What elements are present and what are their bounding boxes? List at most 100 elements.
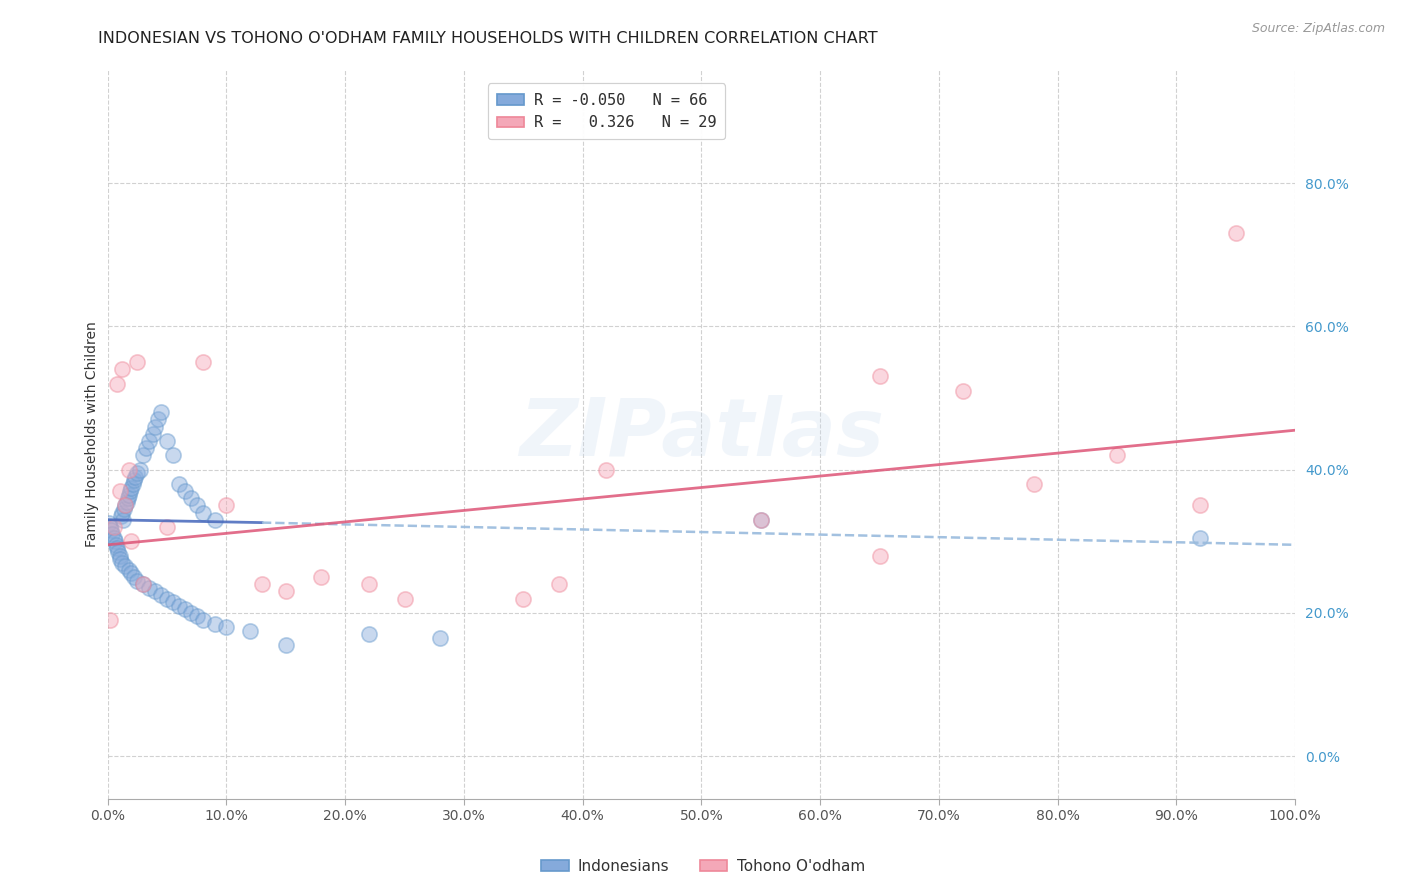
Point: [132, 577, 155, 591]
Point: [150, 405, 173, 419]
Point: [120, 481, 142, 495]
Point: [118, 462, 141, 476]
Y-axis label: Family Households with Children: Family Households with Children: [86, 321, 100, 547]
Point: [110, 509, 132, 524]
Point: [156, 520, 179, 534]
Point: [111, 362, 134, 376]
Point: [357, 577, 380, 591]
Point: [122, 474, 145, 488]
Point: [749, 513, 772, 527]
Point: [1022, 477, 1045, 491]
Point: [132, 448, 155, 462]
Point: [191, 613, 214, 627]
Point: [186, 609, 208, 624]
Point: [204, 616, 226, 631]
Point: [120, 566, 142, 581]
Point: [595, 462, 617, 476]
Point: [138, 434, 160, 448]
Point: [114, 559, 136, 574]
Point: [952, 384, 974, 398]
Point: [112, 502, 135, 516]
Point: [112, 513, 135, 527]
Point: [215, 499, 238, 513]
Point: [105, 376, 128, 391]
Point: [120, 484, 142, 499]
Point: [122, 570, 145, 584]
Point: [274, 638, 297, 652]
Point: [124, 469, 146, 483]
Point: [120, 534, 142, 549]
Point: [98, 613, 121, 627]
Point: [114, 499, 136, 513]
Point: [135, 441, 157, 455]
Point: [104, 534, 127, 549]
Point: [173, 602, 195, 616]
Point: [180, 606, 202, 620]
Point: [394, 591, 416, 606]
Point: [1225, 226, 1247, 240]
Point: [108, 484, 131, 499]
Point: [101, 527, 124, 541]
Point: [143, 419, 166, 434]
Point: [108, 552, 131, 566]
Point: [191, 506, 214, 520]
Point: [104, 538, 127, 552]
Point: [167, 599, 190, 613]
Text: ZIPatlas: ZIPatlas: [519, 395, 884, 473]
Legend: R = -0.050   N = 66, R =   0.326   N = 29: R = -0.050 N = 66, R = 0.326 N = 29: [488, 84, 725, 139]
Point: [100, 524, 122, 538]
Point: [127, 355, 149, 369]
Point: [127, 466, 149, 480]
Point: [1189, 531, 1212, 545]
Point: [162, 448, 184, 462]
Point: [548, 577, 571, 591]
Point: [108, 549, 131, 563]
Point: [105, 541, 128, 556]
Point: [274, 584, 297, 599]
Point: [114, 499, 136, 513]
Point: [512, 591, 534, 606]
Point: [749, 513, 772, 527]
Point: [103, 520, 125, 534]
Point: [1107, 448, 1129, 462]
Point: [128, 462, 150, 476]
Legend: Indonesians, Tohono O'odham: Indonesians, Tohono O'odham: [536, 853, 870, 880]
Point: [138, 581, 160, 595]
Point: [162, 595, 184, 609]
Point: [156, 591, 179, 606]
Point: [107, 545, 129, 559]
Point: [156, 434, 179, 448]
Point: [103, 531, 125, 545]
Point: [98, 520, 121, 534]
Point: [117, 491, 139, 506]
Point: [146, 412, 169, 426]
Point: [111, 556, 134, 570]
Point: [173, 484, 195, 499]
Point: [250, 577, 273, 591]
Point: [186, 499, 208, 513]
Point: [239, 624, 262, 638]
Point: [132, 577, 155, 591]
Point: [118, 488, 141, 502]
Point: [869, 549, 891, 563]
Point: [127, 574, 149, 588]
Point: [142, 426, 165, 441]
Point: [115, 495, 138, 509]
Point: [97, 516, 120, 531]
Point: [357, 627, 380, 641]
Point: [111, 506, 134, 520]
Point: [150, 588, 173, 602]
Point: [118, 563, 141, 577]
Point: [121, 477, 143, 491]
Text: Source: ZipAtlas.com: Source: ZipAtlas.com: [1251, 22, 1385, 36]
Point: [191, 355, 214, 369]
Point: [143, 584, 166, 599]
Point: [311, 570, 333, 584]
Point: [167, 477, 190, 491]
Point: [429, 631, 451, 645]
Point: [1189, 499, 1212, 513]
Point: [215, 620, 238, 634]
Text: INDONESIAN VS TOHONO O'ODHAM FAMILY HOUSEHOLDS WITH CHILDREN CORRELATION CHART: INDONESIAN VS TOHONO O'ODHAM FAMILY HOUS…: [98, 31, 877, 46]
Point: [204, 513, 226, 527]
Point: [180, 491, 202, 506]
